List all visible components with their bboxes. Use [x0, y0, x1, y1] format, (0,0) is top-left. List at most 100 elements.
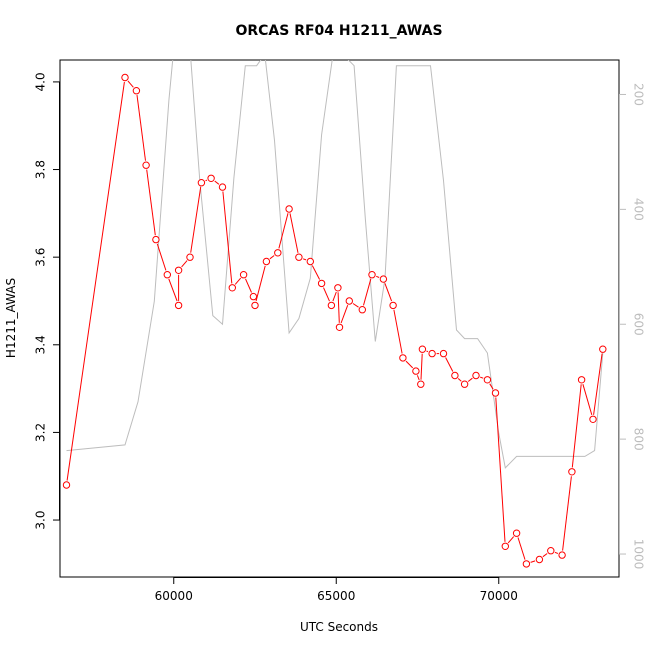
- series-segment: [376, 275, 380, 278]
- series-segment: [416, 375, 420, 381]
- data-point: [368, 271, 376, 279]
- data-point: [197, 179, 206, 187]
- series-segment: [562, 476, 572, 551]
- data-point: [306, 257, 314, 266]
- data-point: [451, 371, 459, 380]
- series-segment: [278, 213, 289, 249]
- y-axis: 3.0 3.2 3.4 3.6 3.8 4.0: [34, 72, 60, 530]
- series-segment: [593, 353, 603, 415]
- series-segment: [489, 383, 494, 390]
- series-segment: [66, 81, 125, 481]
- series-segment: [214, 180, 220, 185]
- series-segment: [457, 378, 462, 382]
- series-segment: [517, 537, 526, 560]
- y2-tick-label: 200: [632, 83, 646, 106]
- data-point: [249, 292, 258, 301]
- data-point: [491, 389, 500, 397]
- data-point: [186, 253, 194, 261]
- data-point: [174, 266, 183, 274]
- data-point: [345, 297, 353, 305]
- series-segment: [311, 265, 321, 280]
- data-point: [62, 481, 71, 489]
- series-segment: [302, 258, 307, 261]
- data-point: [412, 367, 420, 375]
- data-point: [251, 301, 259, 310]
- series-segment: [205, 179, 208, 182]
- series-segment: [269, 255, 275, 260]
- y2-tick-label: 400: [632, 198, 646, 221]
- y-tick-label: 4.0: [34, 72, 48, 91]
- data-point: [152, 235, 160, 244]
- data-point: [522, 560, 531, 568]
- series-segment: [156, 243, 167, 271]
- data-point: [483, 376, 492, 384]
- y-tick-label: 3.0: [34, 510, 48, 529]
- secondary-series-line: [66, 60, 604, 469]
- x-axis-label: UTC Seconds: [300, 620, 378, 634]
- series-segment: [255, 265, 266, 302]
- x-tick-label: 65000: [317, 589, 355, 603]
- data-point: [207, 174, 215, 183]
- series-segment: [467, 377, 473, 382]
- data-point: [379, 275, 388, 283]
- series-segment: [181, 260, 188, 268]
- series-segment: [530, 560, 536, 563]
- series-segment: [495, 397, 506, 542]
- series-segment: [289, 213, 299, 253]
- series-segment: [571, 384, 582, 468]
- y-tick-label: 3.2: [34, 423, 48, 442]
- data-point: [389, 301, 397, 310]
- series-segment: [234, 277, 242, 285]
- data-point: [228, 284, 237, 292]
- data-point: [472, 371, 480, 380]
- series-segment: [340, 305, 349, 324]
- data-point: [512, 529, 521, 537]
- secondary-y-axis: 200 400 600 800 1000: [619, 83, 646, 569]
- data-point: [239, 271, 248, 279]
- series-segment: [337, 292, 340, 323]
- data-point: [335, 323, 344, 331]
- series-segment: [542, 553, 548, 558]
- data-point: [295, 253, 303, 261]
- y2-tick-label: 800: [632, 428, 646, 451]
- data-point: [418, 345, 427, 353]
- data-point: [589, 415, 597, 423]
- data-point: [535, 555, 544, 564]
- series-segment: [190, 187, 202, 253]
- series-segment: [323, 287, 330, 302]
- data-point: [174, 301, 183, 310]
- y-axis-label: H1211_AWAS: [4, 278, 18, 358]
- series-segment: [332, 291, 337, 302]
- series-segment: [445, 357, 454, 372]
- data-point: [428, 349, 436, 358]
- data-point: [334, 284, 342, 292]
- data-point: [132, 87, 141, 95]
- series-segment: [393, 309, 403, 354]
- data-point: [285, 205, 293, 213]
- series-segment: [582, 384, 593, 416]
- data-point: [568, 468, 576, 476]
- series-segment: [136, 95, 146, 161]
- y-tick-label: 3.4: [34, 335, 48, 354]
- series-segment: [480, 376, 484, 379]
- series-segment: [168, 278, 178, 302]
- series-segment: [405, 360, 414, 369]
- secondary-series-layer: [66, 60, 604, 469]
- data-point: [558, 551, 566, 559]
- data-point: [262, 257, 271, 266]
- series-segment: [127, 80, 134, 88]
- data-point: [274, 249, 282, 257]
- series-segment: [420, 353, 423, 380]
- data-point: [417, 380, 425, 388]
- data-point: [577, 376, 586, 384]
- data-point: [439, 349, 448, 358]
- primary-series-layer: [62, 73, 607, 568]
- series-segment: [384, 283, 393, 302]
- data-point: [121, 73, 129, 82]
- chart-title: ORCAS RF04 H1211_AWAS: [235, 23, 442, 39]
- data-point: [460, 380, 469, 388]
- series-segment: [363, 278, 372, 306]
- series-segment: [426, 350, 429, 353]
- data-point: [317, 279, 326, 288]
